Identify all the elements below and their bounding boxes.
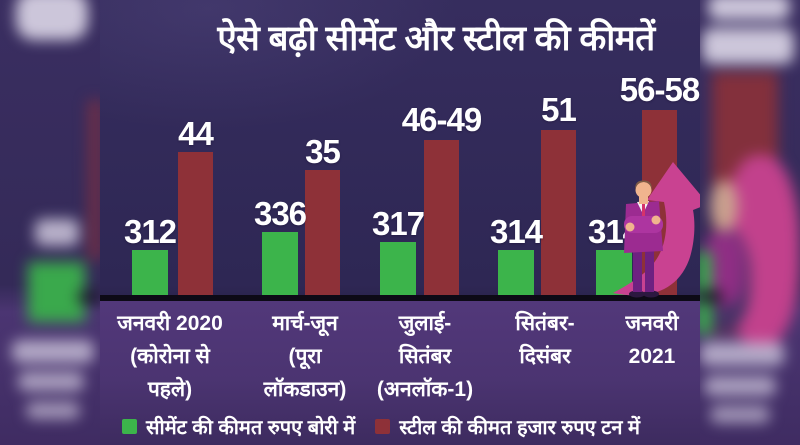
bar-cement xyxy=(262,232,298,295)
cement-value-label: 336 xyxy=(253,195,307,232)
category-label: जनवरी 2021 xyxy=(625,312,679,368)
blurred-right-background xyxy=(700,0,800,445)
steel-value-label: 44 xyxy=(178,115,214,152)
cement-swatch-icon xyxy=(122,419,137,434)
bar-steel xyxy=(305,170,340,295)
bar-cement xyxy=(380,242,416,295)
steel-value-label: 46-49 xyxy=(401,101,482,138)
legend-item-cement: सीमेंट की कीमत रुपए बोरी में xyxy=(122,413,355,440)
bar-steel xyxy=(178,152,213,295)
steel-swatch-icon xyxy=(375,419,391,434)
bar-steel xyxy=(424,140,459,295)
legend-label: स्टील की कीमत हजार रुपए टन में xyxy=(399,417,640,439)
cement-value-label: 317 xyxy=(371,205,425,242)
steel-value-label: 35 xyxy=(305,133,341,170)
chart-title: ऐसे बढ़ी सीमेंट और स्टील की कीमतें xyxy=(217,19,655,58)
category-label: जनवरी 2020 (कोरोना से पहले) xyxy=(117,312,223,401)
growth-arrow-icon xyxy=(613,162,700,296)
blurred-left-background xyxy=(0,0,100,445)
category-label: सितंबर- दिसंबर xyxy=(515,312,575,368)
chart-legend: सीमेंट की कीमत रुपए बोरी में स्टील की कीम… xyxy=(100,413,700,440)
bar-cement xyxy=(498,250,534,295)
steel-value-label: 51 xyxy=(541,91,577,128)
cement-value-label: 314 xyxy=(489,213,543,250)
growth-illustration xyxy=(613,162,700,298)
legend-label: सीमेंट की कीमत रुपए बोरी में xyxy=(146,417,356,439)
x-axis-line xyxy=(100,295,700,301)
category-label: मार्च-जून (पूरा लॉकडाउन) xyxy=(263,312,347,401)
category-label-area xyxy=(100,301,700,445)
chart-panel: ऐसे बढ़ी सीमेंट और स्टील की कीमतें 312 44… xyxy=(100,0,700,445)
bar-steel xyxy=(541,130,576,295)
businessman-illustration xyxy=(624,180,663,298)
category-label: जुलाई- सितंबर (अनलॉक-1) xyxy=(376,312,474,401)
cement-value-label: 312 xyxy=(123,213,177,250)
legend-item-steel: स्टील की कीमत हजार रुपए टन में xyxy=(375,413,640,440)
steel-value-label: 56-58 xyxy=(619,71,700,108)
bar-cement xyxy=(132,250,168,295)
